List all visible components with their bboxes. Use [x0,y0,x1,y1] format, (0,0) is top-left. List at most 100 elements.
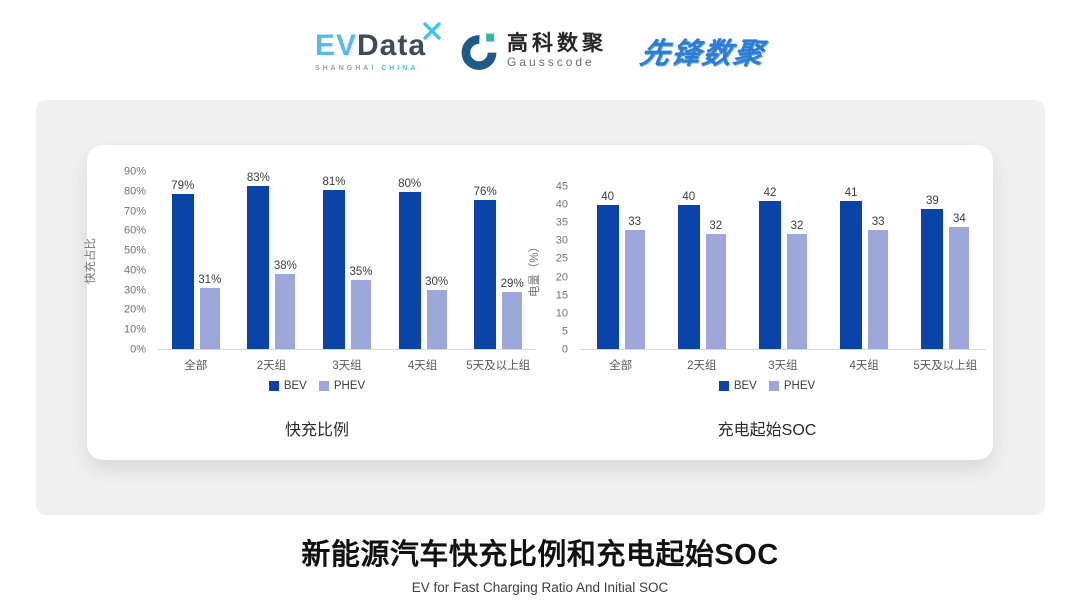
category-label: 3天组 [768,360,798,372]
bar-wrap-phev: 29% [500,172,524,349]
category-label: 4天组 [407,360,438,372]
legend-label: PHEV [333,380,366,392]
bar-bev [921,208,944,349]
category-label: 5天及以上组 [466,360,531,372]
y-tick-label: 25 [555,252,568,265]
bar-wrap-bev: 76% [473,172,497,349]
y-tick-label: 60% [123,224,146,237]
bar-value-label: 30% [425,276,449,288]
legend: BEV PHEV [542,380,992,392]
bar-phev [786,233,807,349]
bar-value-label: 76% [473,185,497,198]
category-label: 4天组 [849,360,879,372]
chart-fast-charging-ratio: 快充占比 0% 10% 20% 30% 40% 50% 60% 70% 80% 90% 79% 31… [85,158,542,440]
bar-value-label: 33 [628,216,641,229]
y-tick-label: 50% [123,244,146,257]
y-tick-label: 15 [555,289,568,302]
bar-phev [275,274,296,349]
legend-label: BEV [283,380,307,392]
category-label: 全部 [184,360,208,372]
bar-wrap-bev: 40 [677,187,700,349]
page-title: 新能源汽车快充比例和充电起始SOC [301,539,779,571]
y-tick-label: 10% [123,323,146,336]
legend-item-phev: PHEV [768,380,816,392]
bar-wrap-phev: 30% [425,172,449,349]
bar-value-label: 32 [709,219,723,232]
sparkle-x-icon [423,21,441,40]
bar-wrap-bev: 80% [398,172,422,349]
bar-value-label: 31% [198,274,222,287]
y-tick-label: 5 [561,325,568,338]
header-logos: EVData SHANGHAI CHINA 高科数聚 Gausscode 先锋数… [0,16,1080,86]
chart-title: 快充比例 [284,422,349,439]
evdata-subtext: SHANGHAI CHINA [315,65,418,72]
y-axis: 0% 10% 20% 30% 40% 50% 60% 70% 80% 90% [92,166,158,355]
y-tick-label: 30% [123,284,146,297]
bar-phev [502,291,523,349]
footer: 新能源汽车快充比例和充电起始SOC EV for Fast Charging R… [0,531,1080,595]
pioneer-logo: 先锋数聚 [637,38,768,70]
bar-value-label: 80% [398,177,422,190]
gausscode-mark-icon [461,33,497,70]
y-tick-label: 30 [555,234,568,247]
y-tick-label: 70% [123,205,146,218]
x-axis-categories: 全部 2天组 3天组 4天组 5天及以上组 [580,357,986,373]
bar-wrap-bev: 83% [246,172,270,349]
bar-wrap-bev: 79% [171,172,194,349]
chart-title: 充电起始SOC [717,422,817,439]
bar-bev [596,205,619,349]
chart-card-outer: 快充占比 0% 10% 20% 30% 40% 50% 60% 70% 80% 90% 79% 31… [36,100,1045,515]
bar-value-label: 32 [790,219,804,232]
bar-phev [426,290,447,349]
bar-wrap-bev: 42 [758,187,781,349]
bar-wrap-bev: 39 [921,187,944,349]
evdata-logo: EVData SHANGHAI CHINA [315,21,441,72]
bar-wrap-bev: 81% [322,172,346,349]
evdata-china-text: CHINA [381,64,419,72]
bar-value-label: 35% [349,266,373,279]
page-subtitle: EV for Fast Charging Ratio And Initial S… [411,580,669,595]
y-axis: 0 5 10 15 20 25 30 35 40 45 [542,181,580,355]
bar-group: 41 33 [829,187,899,349]
category-label: 2天组 [687,360,717,372]
bar-value-label: 83% [246,172,270,184]
chart-card-inner: 快充占比 0% 10% 20% 30% 40% 50% 60% 70% 80% 90% 79% 31… [85,145,993,460]
bar-group: 76% 29% [463,172,533,349]
bar-phev [949,226,970,349]
legend-label: PHEV [783,380,816,392]
legend-swatch-phev [318,381,329,391]
chart-initial-soc: 电量（%） 0 5 10 15 20 25 30 35 40 45 40 33 40 32 42 32 41 3… [529,158,992,440]
bar-bev [758,201,781,349]
bar-phev [705,233,726,349]
y-tick-label: 80% [123,185,146,198]
bar-wrap-phev: 32 [786,187,807,349]
y-tick-label: 0% [130,343,146,356]
category-label: 全部 [609,360,633,372]
bar-wrap-phev: 32 [705,187,726,349]
bar-group: 39 34 [910,187,980,349]
y-tick-label: 90% [123,165,146,178]
bar-value-label: 81% [322,175,346,188]
plot-area: 40 33 40 32 42 32 41 33 39 34 [580,187,986,350]
bar-value-label: 29% [500,277,524,290]
legend-swatch-bev [268,381,279,391]
bar-bev [247,186,270,349]
y-tick-label: 45 [555,180,568,193]
bar-value-label: 33 [871,216,885,229]
legend-swatch-bev [718,381,729,391]
bar-wrap-bev: 41 [840,187,863,349]
legend-item-phev: PHEV [318,380,366,392]
bar-wrap-phev: 38% [274,172,297,349]
bar-value-label: 42 [763,187,777,199]
bar-wrap-phev: 31% [198,172,222,349]
bar-group: 40 33 [586,187,656,349]
bar-bev [840,201,863,349]
bar-group: 80% 30% [388,172,458,349]
bar-wrap-phev: 33 [624,187,645,349]
x-axis-categories: 全部 2天组 3天组 4天组 5天及以上组 [158,357,536,373]
chart-plot-wrapper: 快充占比 0% 10% 20% 30% 40% 50% 60% 70% 80% 90% 79% 31… [85,158,542,355]
bar-wrap-bev: 40 [596,187,619,349]
bar-value-label: 39 [925,194,939,207]
evdata-shanghai-text: SHANGHAI [314,64,377,72]
bar-wrap-phev: 35% [349,172,373,349]
